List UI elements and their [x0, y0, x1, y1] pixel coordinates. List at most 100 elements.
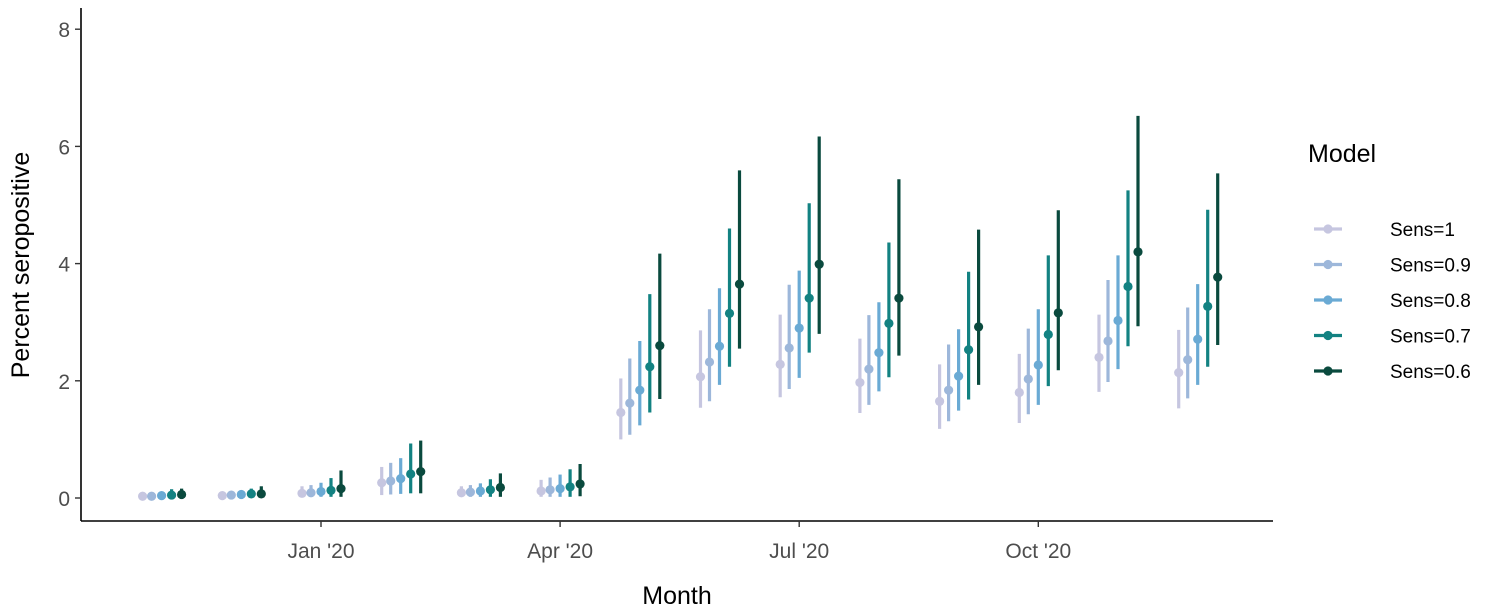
legend-key-point: [1323, 366, 1333, 376]
data-point: [406, 469, 416, 479]
data-point: [536, 486, 546, 496]
legend-key-point: [1323, 330, 1333, 341]
data-point: [217, 491, 227, 501]
data-point: [147, 491, 157, 501]
data-point: [236, 489, 246, 500]
data-point: [575, 479, 585, 489]
legend-label: Sens=0.8: [1390, 291, 1471, 312]
data-point: [256, 489, 266, 499]
data-point: [775, 359, 785, 369]
data-point: [884, 318, 894, 328]
data-point: [855, 377, 865, 388]
data-point: [784, 343, 794, 353]
y-tick-label: 8: [58, 19, 70, 42]
data-point: [935, 396, 945, 406]
data-point: [177, 489, 187, 500]
data-point: [386, 476, 396, 486]
data-point: [616, 407, 626, 418]
x-tick-label: Oct '20: [1005, 540, 1071, 563]
data-point: [625, 398, 635, 408]
data-point: [1023, 374, 1033, 384]
data-point: [864, 364, 874, 374]
data-point: [964, 345, 974, 355]
data-point: [695, 372, 706, 382]
data-point: [316, 486, 326, 497]
data-point: [1014, 387, 1024, 398]
data-point: [297, 488, 307, 498]
data-point: [336, 484, 346, 494]
series-group: [177, 115, 1223, 500]
data-point: [794, 323, 804, 333]
data-point: [1193, 334, 1203, 344]
legend-key-point: [1323, 259, 1333, 270]
y-tick-label: 2: [58, 371, 70, 394]
data-point: [1053, 308, 1063, 318]
data-point: [246, 489, 256, 499]
legend-label: Sens=1: [1390, 220, 1455, 241]
data-point: [1213, 272, 1223, 282]
data-point: [874, 348, 884, 358]
y-axis-ticks: 0 2 4 6 8: [58, 19, 81, 511]
data-point: [416, 467, 426, 477]
legend-key-point: [1323, 224, 1333, 234]
data-point: [645, 362, 655, 372]
x-axis-title: Month: [642, 582, 711, 610]
data-point: [734, 279, 745, 289]
data-point: [565, 482, 575, 492]
data-point: [1094, 352, 1104, 362]
data-point: [456, 488, 466, 498]
series-group: [138, 314, 1184, 501]
legend-items: Sens=1 Sens=0.9 Sens=0.8 Sens=0.7 Sens=0.6: [1314, 220, 1471, 383]
data-point: [495, 482, 505, 493]
data-point: [475, 486, 485, 496]
data-point: [1103, 336, 1113, 346]
data-point: [974, 322, 984, 332]
series-group: [157, 255, 1203, 501]
data-point: [1123, 281, 1133, 292]
data-point: [1043, 329, 1053, 340]
legend-label: Sens=0.6: [1390, 362, 1471, 383]
legend: Model Sens=1Sens=0.9Sens=0.8Sens=0.7Sens…: [1308, 140, 1471, 383]
data-point: [655, 341, 665, 351]
data-point: [1203, 301, 1213, 311]
series-group: [147, 280, 1193, 501]
data-point: [944, 385, 954, 395]
series-group: [167, 190, 1213, 500]
data-point: [894, 293, 904, 303]
data-point: [396, 474, 406, 484]
y-tick-label: 4: [58, 254, 70, 277]
legend-label: Sens=0.9: [1390, 256, 1471, 277]
data-point: [635, 385, 645, 395]
data-point: [1133, 247, 1143, 257]
data-marks: [138, 115, 1223, 501]
data-point: [226, 490, 236, 500]
y-axis-title: Percent seropositive: [7, 152, 35, 379]
data-point: [704, 357, 715, 367]
data-point: [545, 485, 555, 495]
y-tick-label: 6: [58, 136, 70, 159]
plot-area: 0 2 4 6 8 Jan '20 Apr '20 Jul '20 Oct '20: [58, 8, 1273, 563]
data-point: [814, 259, 824, 269]
x-tick-label: Jul '20: [769, 540, 829, 563]
data-point: [555, 484, 565, 494]
legend-title: Model: [1308, 140, 1376, 168]
data-point: [1113, 315, 1123, 326]
data-point: [724, 308, 735, 319]
data-point: [138, 491, 148, 501]
x-tick-label: Apr '20: [527, 540, 593, 563]
data-point: [1183, 355, 1193, 365]
data-point: [377, 478, 387, 488]
data-point: [804, 293, 814, 303]
data-point: [954, 371, 964, 381]
x-axis-ticks: Jan '20 Apr '20 Jul '20 Oct '20: [287, 521, 1071, 563]
legend-key-point: [1323, 295, 1333, 305]
data-point: [326, 485, 336, 495]
x-tick-label: Jan '20: [287, 540, 354, 563]
data-point: [1174, 367, 1184, 378]
data-point: [157, 491, 167, 501]
data-point: [167, 490, 177, 500]
data-point: [306, 488, 316, 498]
y-tick-label: 0: [58, 488, 70, 511]
data-point: [465, 487, 475, 497]
